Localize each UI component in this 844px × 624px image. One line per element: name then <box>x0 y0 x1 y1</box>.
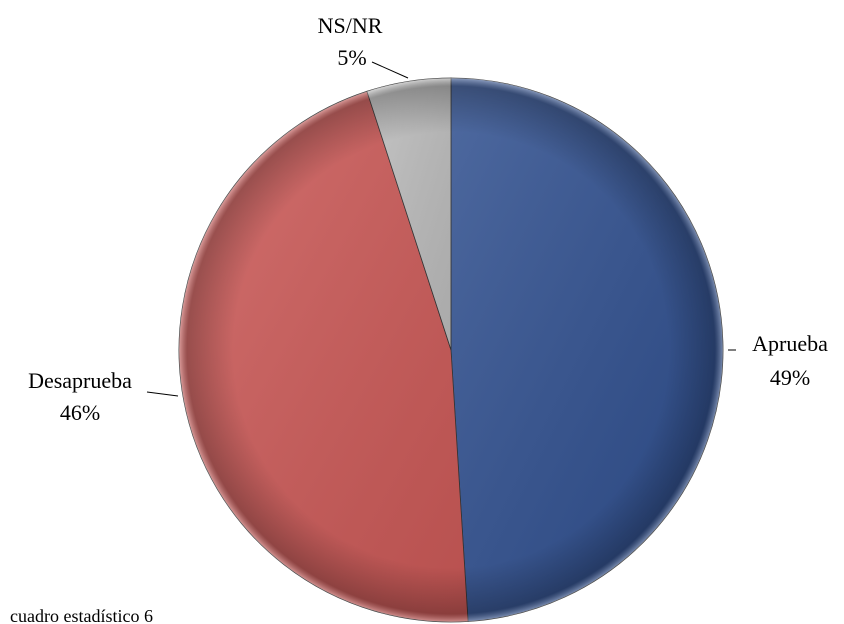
note: cuadro estadístico 6 <box>10 606 153 624</box>
slice-label: Aprueba <box>752 331 828 356</box>
value-label: 5% <box>337 45 366 70</box>
pie <box>178 77 724 623</box>
slice-label: NS/NR <box>318 13 383 38</box>
pie-slice <box>450 77 724 622</box>
value-label: 46% <box>60 400 100 425</box>
slice-label: Desaprueba <box>28 368 132 393</box>
value-label: 49% <box>770 365 810 390</box>
leader-line <box>371 61 409 79</box>
leader-line <box>146 391 179 397</box>
